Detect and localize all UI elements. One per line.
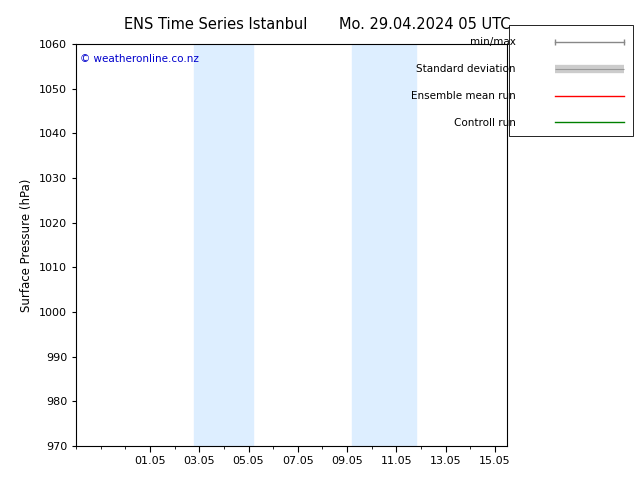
- Text: Controll run: Controll run: [453, 118, 515, 127]
- Text: © weatheronline.co.nz: © weatheronline.co.nz: [81, 54, 199, 64]
- Text: min/max: min/max: [470, 37, 515, 47]
- Text: Ensemble mean run: Ensemble mean run: [411, 91, 515, 100]
- Text: ENS Time Series Istanbul: ENS Time Series Istanbul: [124, 17, 307, 32]
- Y-axis label: Surface Pressure (hPa): Surface Pressure (hPa): [20, 178, 34, 312]
- Bar: [352, 44, 416, 446]
- Bar: [195, 44, 254, 446]
- Text: Mo. 29.04.2024 05 UTC: Mo. 29.04.2024 05 UTC: [339, 17, 510, 32]
- Text: Standard deviation: Standard deviation: [416, 64, 515, 74]
